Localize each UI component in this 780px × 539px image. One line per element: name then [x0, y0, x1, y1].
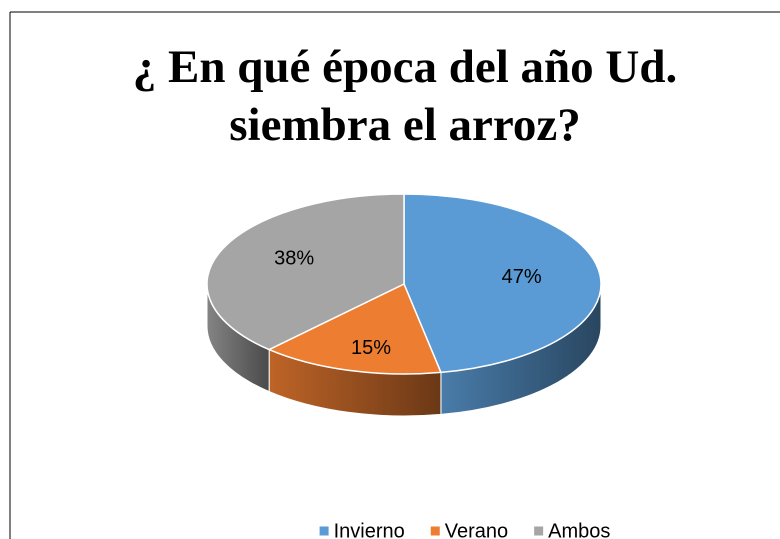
pie-slice [267, 282, 443, 375]
data-labels: 47% 15% 38% [274, 247, 542, 359]
pie-slice [403, 193, 602, 374]
legend: Invierno Verano Ambos [319, 520, 610, 539]
legend-marker [319, 526, 329, 536]
data-label: 15% [351, 337, 391, 359]
legend-marker [534, 526, 544, 536]
legend-label: Verano [445, 520, 508, 539]
legend-label: Invierno [334, 520, 405, 539]
data-label: 38% [274, 247, 314, 269]
pie-slice [206, 193, 405, 351]
pie-tops [206, 193, 602, 375]
pie-walls [206, 283, 602, 417]
legend-label: Ambos [548, 520, 610, 539]
data-label: 47% [502, 266, 542, 288]
chart-title: ¿ En qué época del año Ud. siembra el ar… [132, 41, 678, 151]
legend-marker [430, 526, 440, 536]
